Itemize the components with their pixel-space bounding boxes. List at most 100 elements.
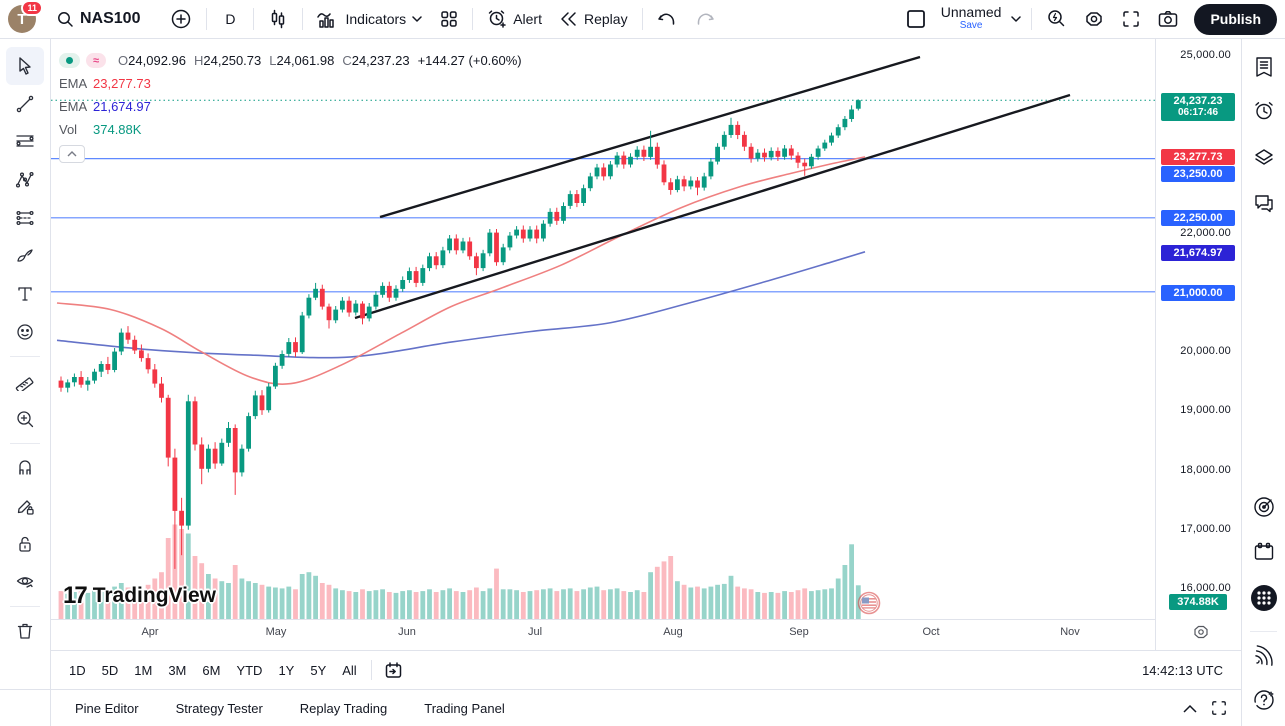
bottom-tab[interactable]: Trading Panel (424, 700, 505, 716)
chart-type-button[interactable] (260, 4, 296, 34)
price-axis[interactable]: 25,000.00 22,000.00 20,000.00 19,000.00 18,0… (1155, 39, 1241, 650)
screenshot-button[interactable] (1150, 4, 1186, 34)
alerts-clock-icon[interactable] (1246, 93, 1282, 129)
lock-all-tool[interactable] (6, 525, 44, 563)
indicator-legend-rows: EMA 23,277.73 EMA 21,674.97 Vol 374.88K (59, 72, 522, 141)
layout-button[interactable] (897, 4, 935, 34)
settings-button[interactable] (1076, 4, 1112, 34)
price-axis-label: 20,000.00 (1180, 345, 1231, 357)
publish-button[interactable]: Publish (1194, 3, 1277, 35)
apps-grid-icon[interactable] (1246, 580, 1282, 616)
change-value: +144.27 (+0.60%) (417, 53, 522, 68)
bottom-panel: Pine Editor Strategy Tester Replay Trading… (0, 689, 1241, 726)
watchlist-icon[interactable] (1246, 49, 1282, 85)
brush-tool[interactable] (6, 237, 44, 275)
range-button-6m[interactable]: 6M (194, 659, 228, 682)
quick-search-button[interactable] (1038, 4, 1074, 34)
bottom-tab[interactable]: Strategy Tester (175, 700, 263, 716)
indicator-templates-button[interactable] (432, 4, 466, 34)
remove-drawings-tool[interactable] (6, 612, 44, 650)
legend-collapse-button[interactable] (59, 145, 85, 163)
hide-drawings-tool[interactable] (6, 563, 44, 601)
chart-pane[interactable]: ≈ O24,092.96 H24,250.73 L24,061.98 C24,2… (51, 39, 1155, 619)
radar-icon[interactable] (1246, 489, 1282, 525)
time-axis-month-label: Sep (789, 626, 809, 638)
goto-date-button[interactable] (378, 655, 409, 685)
price-axis-badge: 22,250.00 (1161, 210, 1235, 226)
trend-line-tool[interactable] (6, 85, 44, 123)
range-button-3m[interactable]: 3M (160, 659, 194, 682)
utc-clock[interactable]: 14:42:13 UTC (1142, 663, 1231, 678)
price-axis-badge: 24,237.23 06:17:46 (1161, 93, 1235, 121)
pattern-tool[interactable] (6, 161, 44, 199)
magnet-tool[interactable] (6, 449, 44, 487)
indicators-button[interactable]: Indicators (309, 4, 430, 34)
price-axis-badge: 21,674.97 (1161, 245, 1235, 261)
alert-label: Alert (513, 11, 542, 27)
replay-button[interactable]: Replay (552, 4, 636, 34)
forecast-tool[interactable] (6, 199, 44, 237)
bottom-tab[interactable]: Replay Trading (299, 700, 388, 716)
divider (302, 8, 304, 30)
time-axis-month-label: Jul (527, 626, 543, 638)
draw-lock-tool[interactable] (6, 487, 44, 525)
chart-legend: ≈ O24,092.96 H24,250.73 L24,061.98 C24,2… (59, 49, 522, 141)
divider (253, 8, 255, 30)
range-button-1d[interactable]: 1D (61, 659, 94, 682)
user-avatar[interactable]: T 11 (8, 0, 43, 33)
indicator-row[interactable]: EMA 23,277.73 (59, 76, 151, 91)
streams-icon[interactable] (1246, 638, 1282, 674)
quick-search-icon (1046, 9, 1066, 29)
interval-button[interactable]: D (213, 4, 247, 34)
indicator-row[interactable]: EMA 21,674.97 (59, 99, 151, 114)
text-tool[interactable] (6, 275, 44, 313)
indicator-row[interactable]: Vol 374.88K (59, 122, 142, 137)
layout-menu-button[interactable] (1007, 4, 1025, 34)
range-button-ytd[interactable]: YTD (228, 659, 270, 682)
add-symbol-button[interactable] (162, 4, 200, 34)
redo-button[interactable] (687, 4, 723, 34)
range-button-1y[interactable]: 1Y (270, 659, 302, 682)
fullscreen-button[interactable] (1114, 4, 1148, 34)
market-status-chip[interactable] (59, 53, 80, 68)
range-button-5d[interactable]: 5D (94, 659, 127, 682)
search-icon (56, 10, 74, 28)
emoji-tool[interactable] (6, 313, 44, 351)
price-axis-label: 25,000.00 (1180, 49, 1231, 61)
symbol-search-button[interactable]: NAS100 (48, 4, 148, 34)
axis-settings-gear-icon[interactable] (1192, 622, 1212, 642)
exchange-flag-icon (857, 591, 881, 615)
zoom-in-tool[interactable] (6, 400, 44, 438)
candles-icon (268, 9, 288, 29)
templates-grid-icon (440, 10, 458, 28)
calendar-icon[interactable] (1246, 534, 1282, 570)
divider (206, 8, 208, 30)
cursor-tool[interactable] (6, 47, 44, 85)
alert-button[interactable]: Alert (479, 4, 550, 34)
time-axis-month-label: Aug (663, 626, 683, 638)
layout-name-button[interactable]: Unnamed Save (937, 4, 1006, 32)
range-button-5y[interactable]: 5Y (302, 659, 334, 682)
range-button-all[interactable]: All (334, 659, 364, 682)
panel-maximize-button[interactable] (1211, 700, 1227, 716)
undo-button[interactable] (649, 4, 685, 34)
layout-name: Unnamed (940, 4, 1002, 20)
time-axis-month-label: Oct (922, 626, 940, 638)
approx-prices-chip[interactable]: ≈ (86, 53, 107, 68)
panel-expand-button[interactable] (1183, 700, 1197, 716)
fib-retracement-tool[interactable] (6, 123, 44, 161)
range-button-1m[interactable]: 1M (126, 659, 160, 682)
alert-clock-icon (487, 9, 507, 29)
chart-canvas[interactable] (51, 39, 1155, 619)
ruler-tool[interactable] (6, 362, 44, 400)
chats-icon[interactable] (1246, 186, 1282, 222)
help-icon[interactable] (1246, 682, 1282, 718)
save-label[interactable]: Save (959, 20, 983, 31)
market-open-dot (66, 57, 73, 64)
right-sidebar (1241, 39, 1285, 726)
indicators-label: Indicators (345, 11, 407, 27)
timeframe-toolbar: 1D 5D 1M 3M 6M YTD 1Y 5Y All 14:42:13 UTC (51, 650, 1241, 689)
dom-layers-icon[interactable] (1246, 139, 1282, 175)
bottom-tab[interactable]: Pine Editor (75, 700, 139, 716)
time-axis[interactable]: Apr May Jun Jul Aug Sep Oct Nov (51, 619, 1155, 650)
